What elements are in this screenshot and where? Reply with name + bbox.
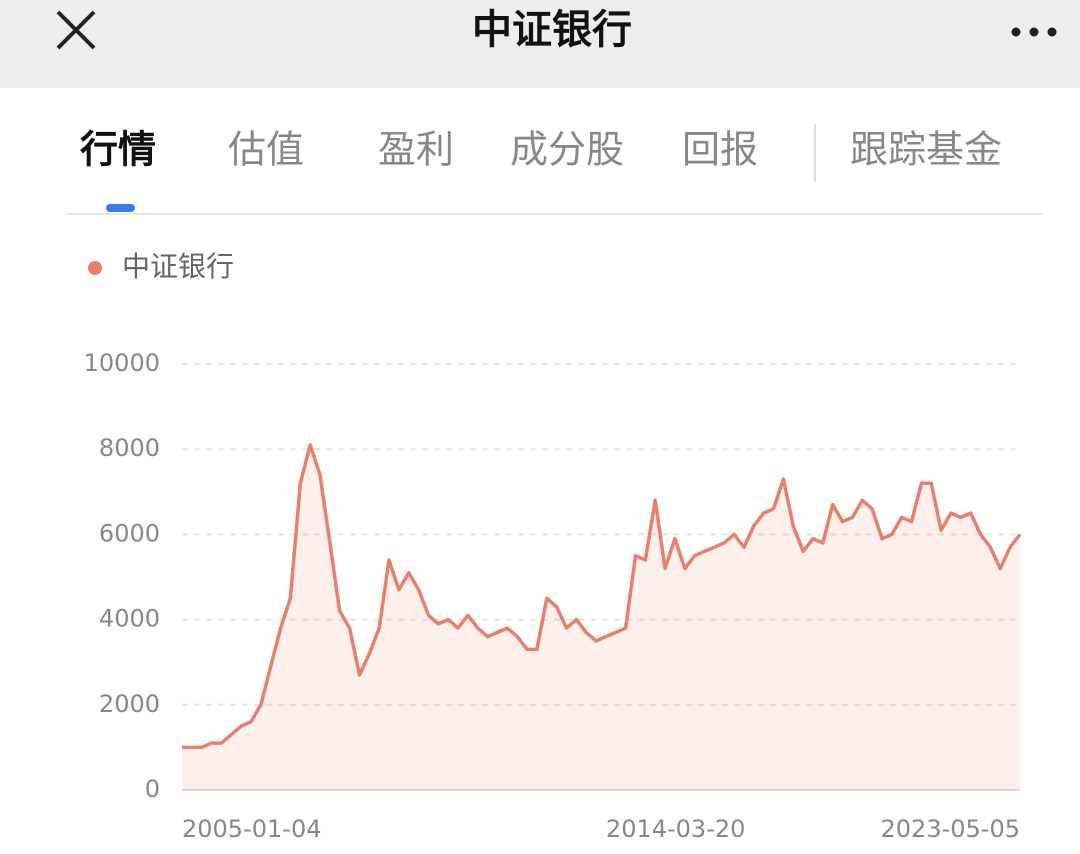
y-tick-label: 10000 xyxy=(84,349,160,377)
area xyxy=(182,444,1020,790)
tab[interactable]: 行情 xyxy=(80,128,156,172)
tab[interactable]: 回报 xyxy=(682,128,758,172)
x-tick-label: 2005-01-04 xyxy=(182,815,321,843)
more-button[interactable] xyxy=(1011,27,1057,37)
y-tick-label: 0 xyxy=(145,775,160,803)
active-tab-indicator xyxy=(106,204,135,212)
legend-label: 中证银行 xyxy=(122,250,234,283)
close-button[interactable] xyxy=(56,10,96,50)
y-tick-label: 6000 xyxy=(99,519,160,547)
y-tick-label: 2000 xyxy=(99,690,160,718)
y-tick-label: 8000 xyxy=(99,434,160,462)
x-tick-label: 2014-03-20 xyxy=(606,815,745,843)
x-tick-label: 2023-05-05 xyxy=(881,815,1020,843)
tab[interactable]: 成分股 xyxy=(510,128,624,172)
page-title: 中证银行 xyxy=(472,7,632,53)
tab[interactable]: 估值 xyxy=(228,128,304,172)
legend-marker xyxy=(88,261,102,275)
line xyxy=(182,443,1022,750)
tab[interactable]: 盈利 xyxy=(378,128,454,172)
title-bar xyxy=(0,0,1080,88)
y-tick-label: 4000 xyxy=(99,605,160,633)
tab[interactable]: 跟踪基金 xyxy=(850,128,1002,172)
